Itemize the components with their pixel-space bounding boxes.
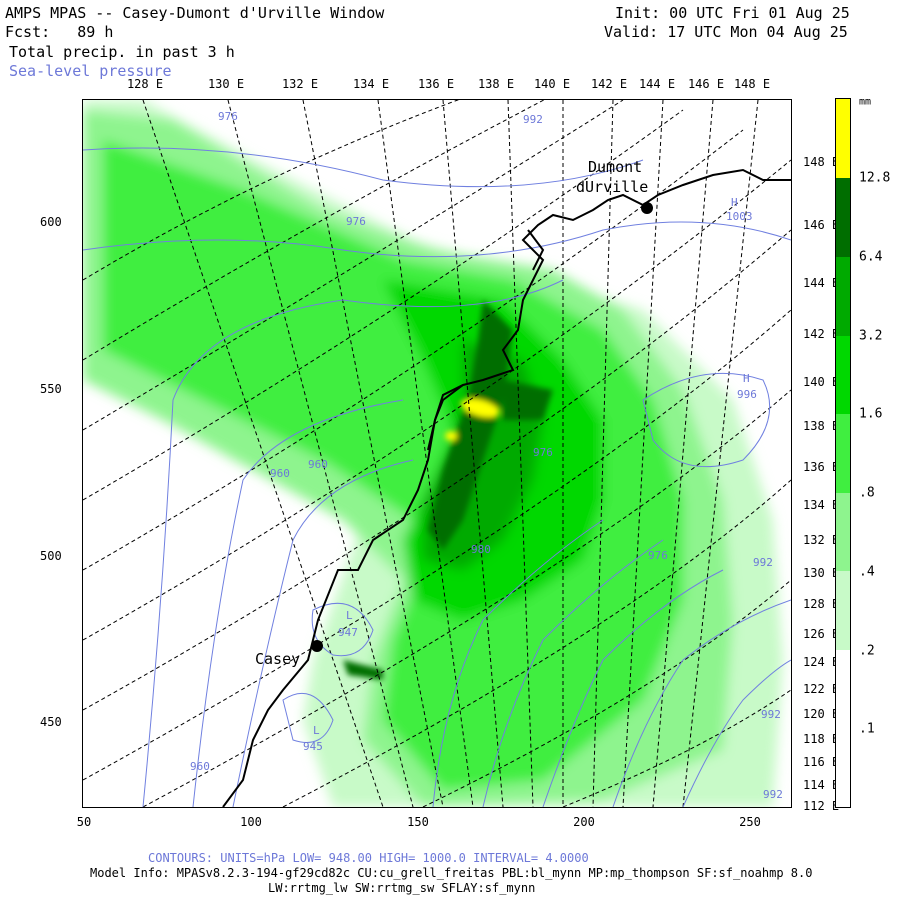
colorbar-label: .8 — [859, 485, 875, 501]
place-label-casey: Casey — [255, 650, 301, 668]
isobar-label: 945 — [303, 740, 323, 753]
right-lat-tick: 148 E — [803, 155, 840, 169]
right-lat-tick: 112 E — [803, 799, 840, 813]
colorbar-label: 1.6 — [859, 406, 883, 422]
colorbar-label: .2 — [859, 643, 875, 659]
isobar-label: 1003 — [726, 210, 753, 223]
colorbar-label: .1 — [859, 721, 875, 737]
top-lon-tick: 130 E — [207, 77, 245, 91]
right-lat-tick: 146 E — [803, 218, 840, 232]
isobar-label: 992 — [523, 113, 543, 126]
right-lat-tick: 114 E — [803, 778, 840, 792]
right-lat-tick: 136 E — [803, 460, 840, 474]
isobar-label: 960 — [270, 467, 290, 480]
left-y-tick: 450 — [40, 715, 62, 729]
right-lat-tick: 140 E — [803, 375, 840, 389]
right-lat-tick: 122 E — [803, 682, 840, 696]
left-y-tick: 600 — [40, 215, 62, 229]
model-info-line2: LW:rrtmg_lw SW:rrtmg_sw SFLAY:sf_mynn — [268, 881, 536, 895]
low-marker: L — [346, 609, 353, 622]
colorbar — [835, 98, 851, 808]
isobar-label: 960 — [190, 760, 210, 773]
colorbar-segment — [836, 336, 850, 414]
right-lat-tick: 132 E — [803, 533, 840, 547]
top-lon-tick: 132 E — [281, 77, 319, 91]
colorbar-label: 12.8 — [859, 170, 891, 186]
colorbar-segment — [836, 414, 850, 493]
top-lon-tick: 128 E — [126, 77, 164, 91]
forecast-hour: Fcst: 89 h — [5, 23, 114, 41]
map-panel: 976 992 976 1003 996 960 960 976 980 976… — [82, 79, 792, 808]
top-lon-tick: 134 E — [352, 77, 390, 91]
colorbar-unit: mm — [859, 96, 872, 108]
top-lon-tick: 136 E — [417, 77, 455, 91]
isobar-label: 947 — [338, 626, 358, 639]
right-lat-tick: 116 E — [803, 755, 840, 769]
isobar-label: 976 — [218, 110, 238, 123]
right-lat-tick: 128 E — [803, 597, 840, 611]
dumont-durville-marker[interactable] — [641, 202, 653, 214]
isobar-label: 992 — [761, 708, 781, 721]
top-lon-tick: 144 E — [638, 77, 676, 91]
casey-marker[interactable] — [311, 640, 323, 652]
low-marker: L — [313, 724, 320, 737]
right-lat-tick: 142 E — [803, 327, 840, 341]
bottom-x-tick: 250 — [739, 815, 761, 829]
model-info-line1: Model Info: MPASv8.2.3-194-gf29cd82c CU:… — [90, 866, 813, 880]
valid-time: Valid: 17 UTC Mon 04 Aug 25 — [604, 23, 848, 41]
init-time: Init: 00 UTC Fri 01 Aug 25 — [615, 4, 850, 22]
right-lat-tick: 118 E — [803, 732, 840, 746]
precip-field — [83, 100, 783, 807]
colorbar-label: .4 — [859, 564, 875, 580]
isobar-label: 996 — [737, 388, 757, 401]
place-label-durville: dUrville — [576, 178, 649, 196]
contour-info: CONTOURS: UNITS=hPa LOW= 948.00 HIGH= 10… — [148, 851, 589, 865]
isobar-label: 976 — [648, 549, 668, 562]
colorbar-segment — [836, 650, 850, 807]
left-y-tick: 550 — [40, 382, 62, 396]
isobars — [82, 147, 792, 808]
isobar-label: 976 — [533, 446, 553, 459]
left-y-tick: 500 — [40, 549, 62, 563]
colorbar-segment — [836, 493, 850, 571]
colorbar-segment — [836, 257, 850, 336]
colorbar-segment — [836, 178, 850, 257]
isobar-label: 992 — [753, 556, 773, 569]
top-lon-tick: 148 E — [733, 77, 771, 91]
colorbar-label: 6.4 — [859, 249, 883, 265]
map-svg — [82, 79, 792, 808]
isobar-label: 960 — [308, 458, 328, 471]
high-marker: H — [731, 196, 738, 209]
field-name: Total precip. in past 3 h — [9, 43, 235, 61]
right-lat-tick: 124 E — [803, 655, 840, 669]
colorbar-label: 3.2 — [859, 328, 883, 344]
right-lat-tick: 126 E — [803, 627, 840, 641]
map-title: AMPS MPAS -- Casey-Dumont d'Urville Wind… — [5, 4, 385, 22]
top-lon-tick: 142 E — [590, 77, 628, 91]
colorbar-segment — [836, 99, 850, 178]
isobar-label: 980 — [471, 543, 491, 556]
right-lat-tick: 138 E — [803, 419, 840, 433]
place-label-dumont: Dumont — [588, 158, 643, 176]
isobar-label: 992 — [763, 788, 783, 801]
bottom-x-tick: 50 — [76, 815, 92, 829]
right-lat-tick: 134 E — [803, 498, 840, 512]
bottom-x-tick: 100 — [240, 815, 262, 829]
top-lon-tick: 146 E — [687, 77, 725, 91]
top-lon-tick: 138 E — [477, 77, 515, 91]
high-marker: H — [743, 372, 750, 385]
right-lat-tick: 130 E — [803, 566, 840, 580]
colorbar-segment — [836, 571, 850, 650]
bottom-x-tick: 200 — [573, 815, 595, 829]
bottom-x-tick: 150 — [407, 815, 429, 829]
isobar-label: 976 — [346, 215, 366, 228]
overlay-name: Sea-level pressure — [9, 62, 172, 80]
top-lon-tick: 140 E — [533, 77, 571, 91]
right-lat-tick: 144 E — [803, 276, 840, 290]
right-lat-tick: 120 E — [803, 707, 840, 721]
